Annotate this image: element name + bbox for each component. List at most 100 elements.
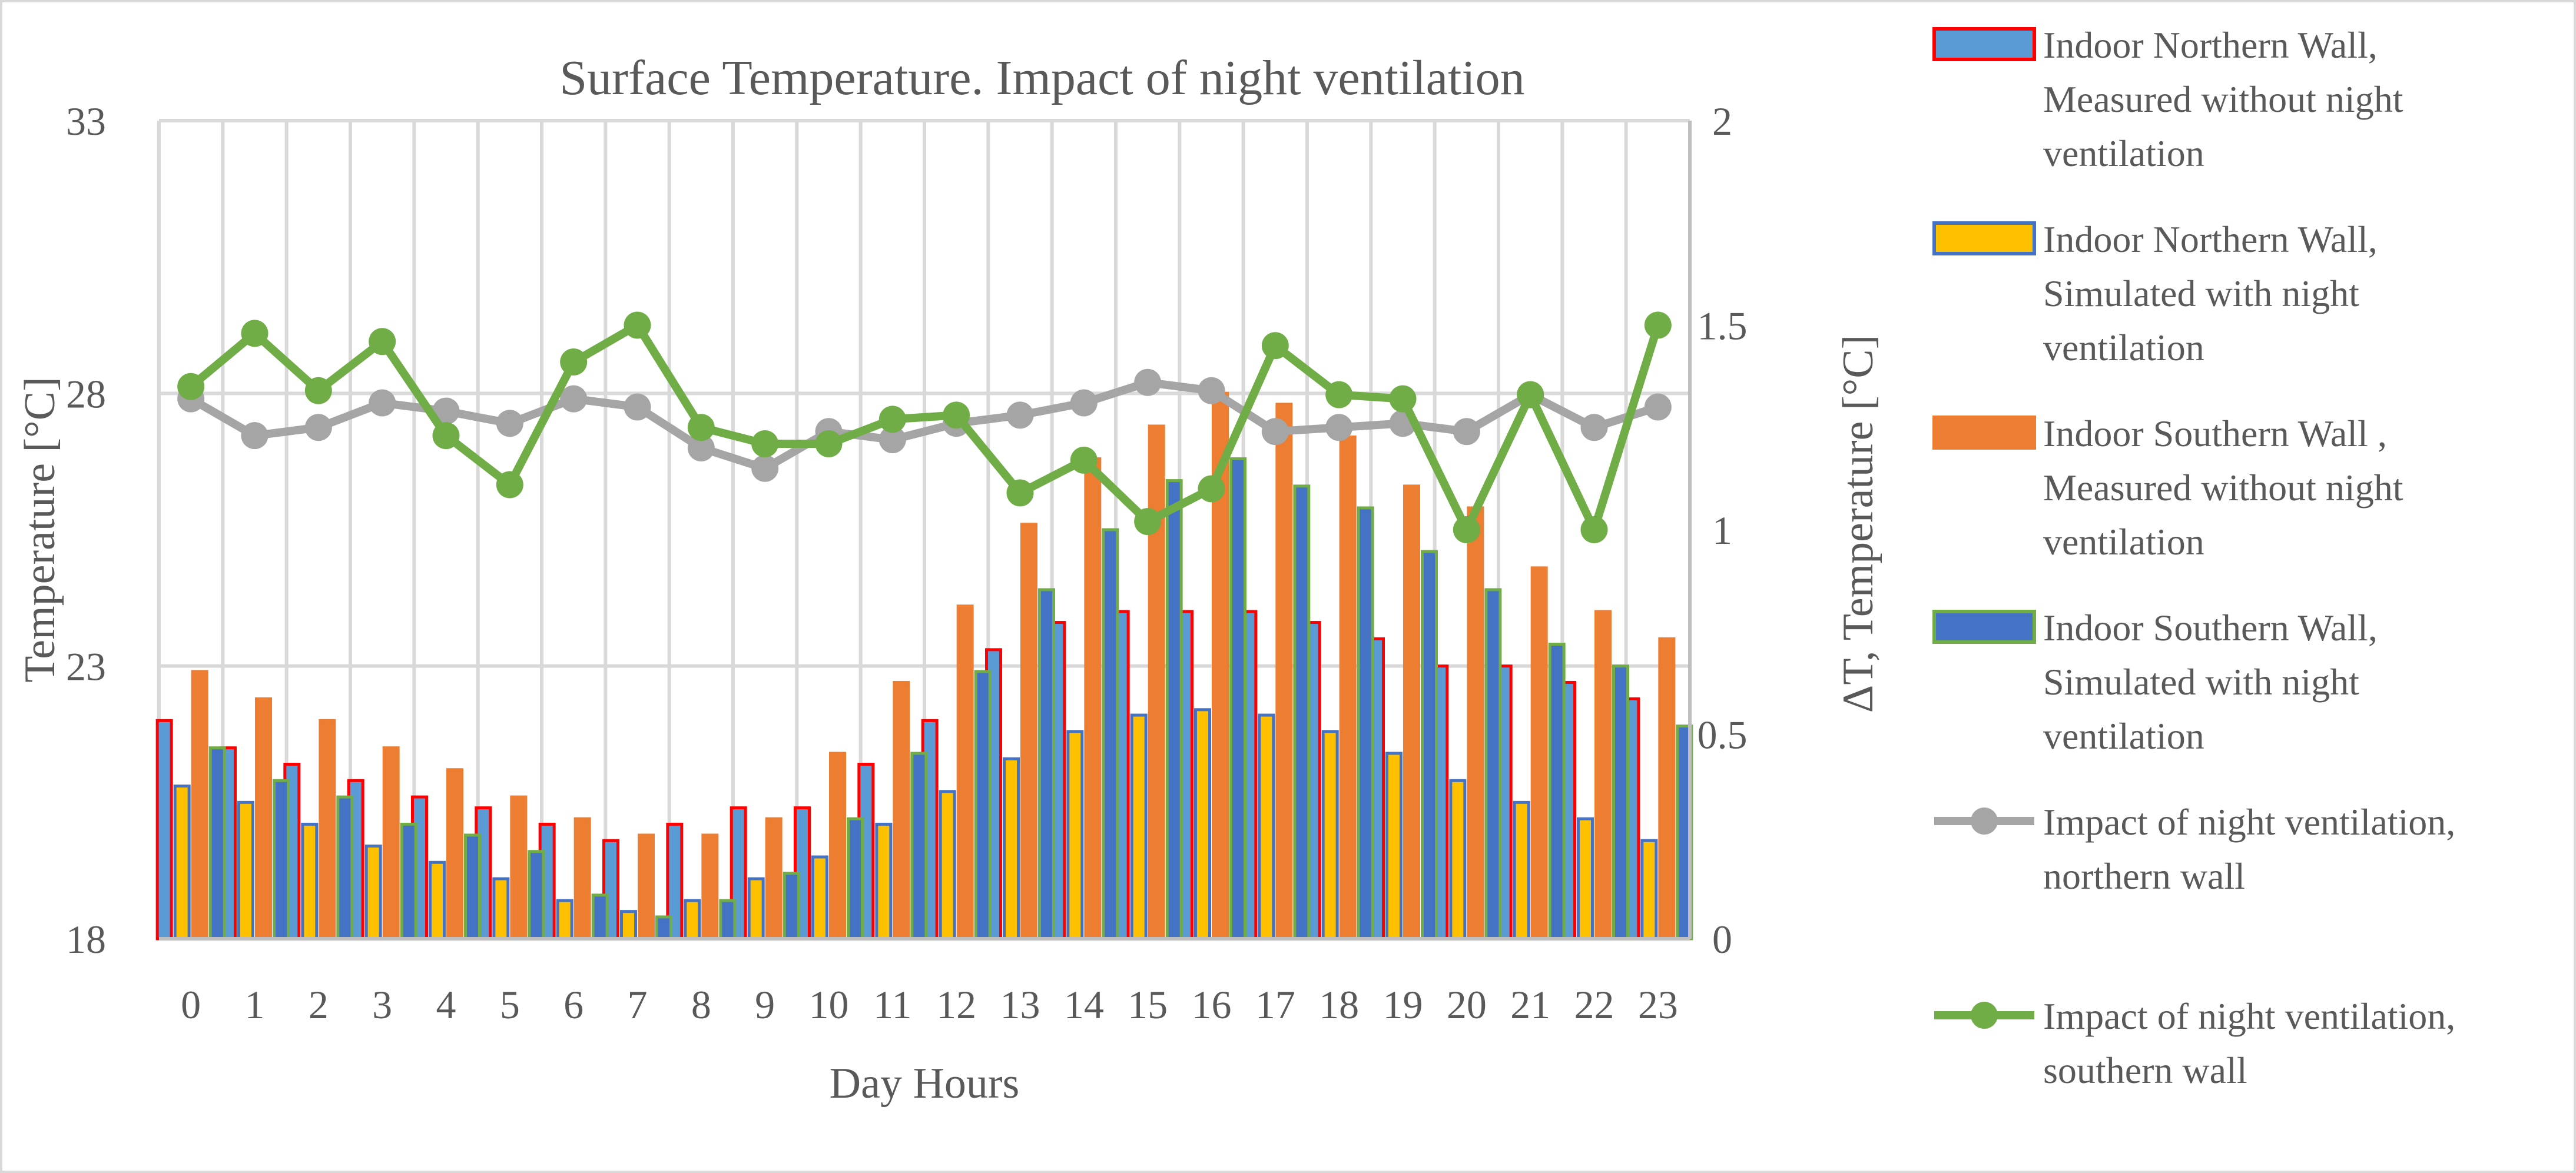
line-point-series-1-hour-7 [624, 393, 651, 421]
line-point-series-1-hour-22 [1580, 414, 1608, 441]
bar-series-4-hour-18 [1357, 506, 1374, 941]
bar-series-2-hour-4 [429, 860, 446, 941]
y2-tick-label: 1.5 [1698, 304, 1748, 348]
x-tick-label: 5 [500, 982, 520, 1027]
line-point-series-1-hour-5 [496, 410, 523, 437]
y2-tick-label: 0.5 [1698, 713, 1748, 757]
y-tick-label: 23 [66, 644, 106, 689]
bar-series-3-hour-11 [893, 680, 910, 941]
bar-series-3-hour-17 [1275, 403, 1293, 941]
legend-label-6: southern wall [2043, 1049, 2247, 1091]
legend-label-2: ventilation [2043, 327, 2204, 368]
bar-series-3-hour-5 [510, 795, 528, 941]
bar-series-2-hour-17 [1258, 713, 1275, 941]
x-tick-label: 19 [1383, 982, 1423, 1027]
legend-label-3: ventilation [2043, 521, 2204, 563]
bar-series-4-hour-16 [1229, 457, 1246, 941]
bar-series-2-hour-7 [620, 910, 637, 941]
x-tick-label: 16 [1192, 982, 1232, 1027]
legend-swatch-marker-6 [1971, 1002, 1998, 1029]
line-point-series-1-hour-18 [1325, 414, 1353, 441]
bar-series-2-hour-11 [875, 822, 893, 941]
y-tick-label: 33 [66, 99, 106, 144]
bar-series-3-hour-21 [1530, 566, 1548, 941]
legend-label-5: northern wall [2043, 855, 2245, 897]
y2-tick-label: 1 [1712, 508, 1732, 553]
legend-label-4: Indoor Southern Wall, [2043, 607, 2378, 649]
bar-series-4-hour-3 [400, 822, 417, 941]
bar-series-4-hour-14 [1102, 528, 1119, 941]
line-point-series-2-hour-22 [1580, 516, 1608, 543]
x-tick-label: 9 [755, 982, 775, 1027]
bar-series-2-hour-12 [939, 790, 956, 941]
line-point-series-2-hour-20 [1453, 516, 1480, 543]
line-point-series-1-hour-2 [304, 414, 332, 441]
bar-series-4-hour-15 [1165, 479, 1183, 941]
bar-series-3-hour-19 [1403, 484, 1420, 941]
line-point-series-2-hour-18 [1325, 381, 1353, 408]
line-point-series-2-hour-14 [1070, 446, 1098, 474]
line-point-series-2-hour-13 [1006, 479, 1034, 507]
bar-series-3-hour-6 [573, 817, 591, 941]
x-tick-label: 11 [873, 982, 911, 1027]
line-point-series-2-hour-3 [369, 328, 396, 355]
lines-layer [177, 311, 1672, 543]
bar-series-4-hour-11 [910, 752, 928, 941]
line-point-series-2-hour-17 [1261, 332, 1289, 360]
line-point-series-1-hour-17 [1261, 418, 1289, 446]
bar-series-2-hour-8 [684, 899, 701, 941]
x-tick-label: 21 [1510, 982, 1550, 1027]
x-tick-label: 1 [245, 982, 265, 1027]
line-point-series-2-hour-6 [560, 348, 588, 376]
line-point-series-2-hour-19 [1389, 385, 1417, 413]
x-tick-label: 0 [181, 982, 201, 1027]
line-point-series-1-hour-20 [1453, 418, 1480, 446]
line-series-2 [188, 321, 1662, 534]
legend-swatch-3 [1932, 416, 2036, 450]
bar-series-1-hour-0 [155, 719, 173, 941]
bar-series-2-hour-23 [1640, 839, 1658, 941]
bar-series-2-hour-19 [1385, 752, 1403, 941]
legend-swatch-4 [1932, 610, 2036, 644]
bar-series-3-hour-13 [1020, 523, 1037, 941]
x-axis-title: Day Hours [830, 1059, 1020, 1108]
legend-swatch-marker-5 [1971, 808, 1998, 835]
chart-title: Surface Temperature. Impact of night ven… [559, 51, 1524, 105]
bar-series-4-hour-1 [273, 779, 290, 941]
legend-label-3: Indoor Southern Wall , [2043, 413, 2387, 454]
x-tick-label: 4 [436, 982, 456, 1027]
legend-label-2: Indoor Northern Wall, [2043, 218, 2378, 260]
bar-series-2-hour-15 [1130, 713, 1148, 941]
line-point-series-1-hour-11 [878, 426, 906, 454]
x-tick-label: 2 [309, 982, 329, 1027]
line-point-series-2-hour-0 [177, 373, 205, 400]
line-point-series-2-hour-5 [496, 471, 523, 499]
line-point-series-2-hour-21 [1517, 381, 1544, 408]
bar-series-4-hour-21 [1548, 643, 1566, 941]
bar-series-4-hour-19 [1421, 550, 1438, 941]
bar-series-4-hour-22 [1612, 664, 1629, 941]
x-tick-label: 8 [691, 982, 711, 1027]
legend-label-1: ventilation [2043, 132, 2204, 174]
line-point-series-2-hour-8 [687, 414, 715, 441]
bar-series-3-hour-18 [1339, 435, 1357, 941]
legend-label-1: Measured without night [2043, 78, 2403, 120]
line-point-series-2-hour-7 [624, 311, 651, 339]
line-point-series-1-hour-14 [1070, 389, 1098, 417]
x-tick-label: 14 [1064, 982, 1104, 1027]
bar-series-3-hour-8 [701, 833, 719, 941]
legend-label-5: Impact of night ventilation, [2043, 801, 2455, 843]
bar-series-3-hour-7 [638, 833, 655, 941]
x-tick-label: 23 [1638, 982, 1678, 1027]
bar-series-2-hour-10 [811, 855, 828, 941]
line-point-series-1-hour-9 [751, 454, 779, 482]
line-point-series-2-hour-12 [943, 401, 970, 429]
bar-series-2-hour-13 [1003, 757, 1020, 941]
line-point-series-2-hour-11 [878, 406, 906, 433]
line-point-series-1-hour-15 [1134, 368, 1162, 396]
bar-series-3-hour-3 [382, 746, 400, 941]
bar-series-2-hour-0 [173, 785, 191, 941]
y-tick-label: 18 [66, 917, 106, 962]
bar-series-2-hour-1 [237, 800, 254, 941]
